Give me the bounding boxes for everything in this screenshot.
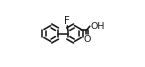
Text: O: O (83, 35, 91, 44)
Text: F: F (64, 16, 70, 26)
Text: OH: OH (90, 22, 105, 31)
